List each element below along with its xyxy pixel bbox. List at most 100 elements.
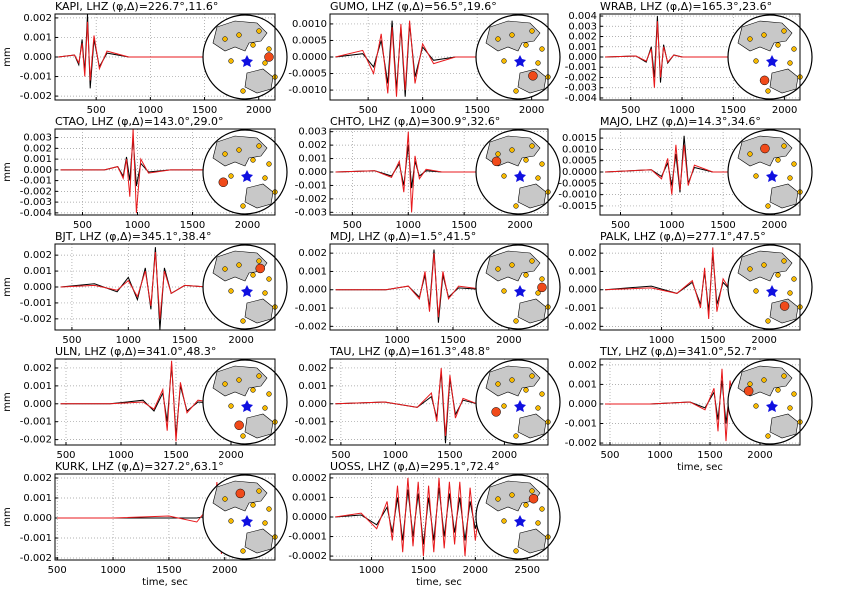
y-tick-label: 0.0001	[292, 492, 327, 503]
x-tick-label: 1500	[172, 335, 197, 346]
waveform	[335, 487, 538, 545]
y-tick-label: 0.002	[23, 363, 52, 374]
panel: -0.002 -0.001 0.000 0.001 0.002 500 1000 1500 20…	[2, 345, 288, 461]
station	[513, 548, 519, 554]
station	[262, 405, 268, 411]
x-tick-label: 1000	[647, 450, 672, 461]
station	[509, 492, 515, 498]
y-tick-label: -0.003	[295, 207, 327, 218]
x-tick-label: 2000	[228, 335, 253, 346]
x-tick-label: 1500	[180, 220, 205, 231]
y-tick-label: -0.001	[565, 419, 597, 430]
x-tick-label: 1500	[451, 220, 476, 231]
y-tick-label: 0.002	[298, 363, 327, 374]
station	[262, 520, 268, 526]
y-tick-label: 0.003	[568, 21, 597, 32]
station	[539, 46, 545, 52]
y-tick-label: 0.001	[568, 42, 597, 53]
station	[495, 266, 501, 272]
epicenter	[766, 400, 778, 412]
station	[509, 377, 515, 383]
panel-title: WRAB, LHZ (φ,Δ)=165.3°,23.6°	[600, 0, 772, 13]
y-tick-label: 0.002	[298, 248, 327, 259]
station	[781, 28, 787, 34]
panel: -0.002 -0.001 0.000 0.001 0.002 1000 1500 2000 M…	[295, 230, 561, 346]
x-tick-label: 500	[611, 220, 630, 231]
station	[222, 266, 228, 272]
station	[228, 518, 234, 524]
station	[523, 42, 529, 48]
axes-frame	[329, 473, 549, 561]
target-station	[528, 71, 538, 81]
x-tick-label: 1000	[359, 565, 384, 576]
y-tick-label: 0.000	[23, 165, 52, 176]
station	[765, 203, 771, 209]
y-tick-label: 0.000	[23, 282, 52, 293]
y-axis-label: mm	[2, 507, 13, 526]
land	[517, 68, 547, 94]
station	[775, 272, 781, 278]
y-tick-label: -0.001	[295, 417, 327, 428]
station	[765, 318, 771, 324]
y-tick-label: 0.000	[23, 513, 52, 524]
station	[747, 381, 753, 387]
waveform	[605, 144, 795, 195]
waveform	[60, 129, 270, 213]
x-tick-label: 1500	[192, 105, 217, 116]
x-tick-label: 2000	[235, 220, 260, 231]
station	[781, 143, 787, 149]
station	[509, 32, 515, 38]
x-tick-label: 2000	[762, 220, 787, 231]
x-tick-label: 1500	[163, 450, 188, 461]
x-tick-label: 1000	[116, 335, 141, 346]
panel: -0.002 -0.001 0.000 0.001 0.002 500 1000 1500 20…	[295, 345, 561, 461]
epicenter	[514, 515, 526, 527]
map-inset	[475, 359, 561, 445]
epicenter	[514, 400, 526, 412]
station	[539, 161, 545, 167]
epicenter	[241, 285, 253, 297]
axes-frame	[599, 128, 801, 216]
x-tick-label: 1000	[100, 565, 125, 576]
y-tick-label: 0.002	[568, 360, 597, 371]
epicenter	[514, 170, 526, 182]
panel: -0.002 -0.001 0.000 0.001 0.002 500 1000 1500 20…	[2, 460, 288, 588]
x-tick-label: 1500	[156, 565, 181, 576]
y-tick-label: -0.0005	[288, 69, 327, 80]
panel-title: BJT, LHZ (φ,Δ)=345.1°,38.4°	[55, 230, 212, 243]
x-tick-label: 2000	[747, 450, 772, 461]
station	[539, 276, 545, 282]
land	[769, 68, 799, 94]
waveform	[605, 135, 795, 193]
y-tick-label: -0.002	[20, 435, 52, 446]
target-station	[491, 407, 501, 417]
target-station	[760, 143, 770, 154]
station	[753, 58, 759, 64]
station	[753, 403, 759, 409]
panel-title: TLY, LHZ (φ,Δ)=341.0°,52.7°	[599, 345, 757, 358]
panel-title: TAU, LHZ (φ,Δ)=161.3°,48.8°	[329, 345, 490, 358]
y-tick-label: 0.001	[298, 266, 327, 277]
y-tick-label: -0.0002	[288, 551, 327, 562]
y-tick-label: -0.002	[295, 194, 327, 205]
panel-title: MAJO, LHZ (φ,Δ)=14.3°,34.6°	[600, 115, 761, 128]
panel-title: KURK, LHZ (φ,Δ)=327.2°,63.1°	[55, 460, 224, 473]
y-tick-label: -0.002	[20, 186, 52, 197]
y-tick-label: 0.002	[568, 32, 597, 43]
panel: -0.002 -0.001 0.000 0.001 0.002 1000 1500 2000 P…	[565, 230, 813, 346]
station	[240, 433, 246, 439]
x-tick-label: 1500	[411, 565, 436, 576]
y-tick-label: -0.001	[20, 176, 52, 187]
panel-title: CHTO, LHZ (φ,Δ)=300.9°,32.6°	[330, 115, 500, 128]
station	[240, 88, 246, 94]
y-tick-label: -0.002	[565, 438, 597, 449]
station	[761, 32, 767, 38]
x-tick-label: 500	[62, 335, 81, 346]
station	[775, 42, 781, 48]
panel: -0.002 -0.001 0.000 0.001 0.002 500 1000 1500 20…	[565, 345, 813, 473]
station	[529, 258, 535, 264]
x-tick-label: 500	[600, 450, 619, 461]
x-tick-label: 2000	[212, 565, 237, 576]
y-tick-label: 0.002	[23, 143, 52, 154]
station	[781, 373, 787, 379]
